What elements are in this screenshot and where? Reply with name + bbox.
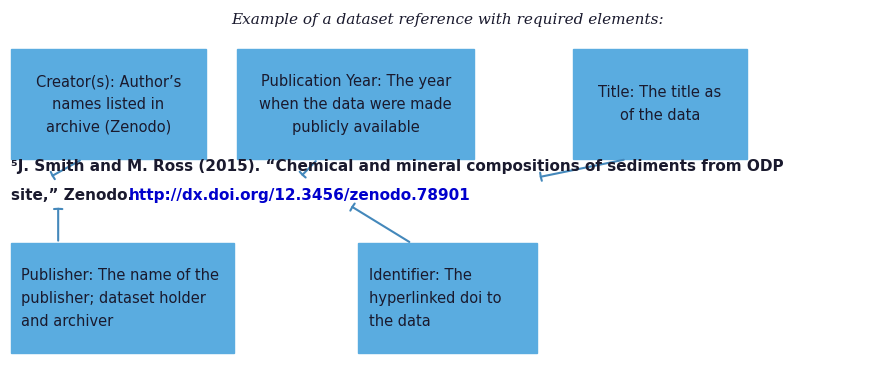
- Text: Publication Year: The year
when the data were made
publicly available: Publication Year: The year when the data…: [259, 74, 451, 135]
- FancyBboxPatch shape: [572, 49, 746, 159]
- Text: site,” Zenodo.: site,” Zenodo.: [11, 188, 138, 203]
- Text: Title: The title as
of the data: Title: The title as of the data: [598, 85, 721, 123]
- Text: Publisher: The name of the
publisher; dataset holder
and archiver: Publisher: The name of the publisher; da…: [21, 268, 219, 329]
- Text: Creator(s): Author’s
names listed in
archive (Zenodo): Creator(s): Author’s names listed in arc…: [36, 74, 181, 135]
- Text: Identifier: The
hyperlinked doi to
the data: Identifier: The hyperlinked doi to the d…: [368, 268, 501, 329]
- FancyBboxPatch shape: [237, 49, 474, 159]
- Text: Example of a dataset reference with required elements:: Example of a dataset reference with requ…: [231, 13, 663, 27]
- FancyBboxPatch shape: [358, 243, 536, 353]
- FancyBboxPatch shape: [11, 243, 234, 353]
- Text: ⁵J. Smith and M. Ross (2015). “Chemical and mineral compositions of sediments fr: ⁵J. Smith and M. Ross (2015). “Chemical …: [11, 159, 782, 174]
- Text: http://dx.doi.org/12.3456/zenodo.78901: http://dx.doi.org/12.3456/zenodo.78901: [129, 188, 470, 203]
- FancyBboxPatch shape: [11, 49, 206, 159]
